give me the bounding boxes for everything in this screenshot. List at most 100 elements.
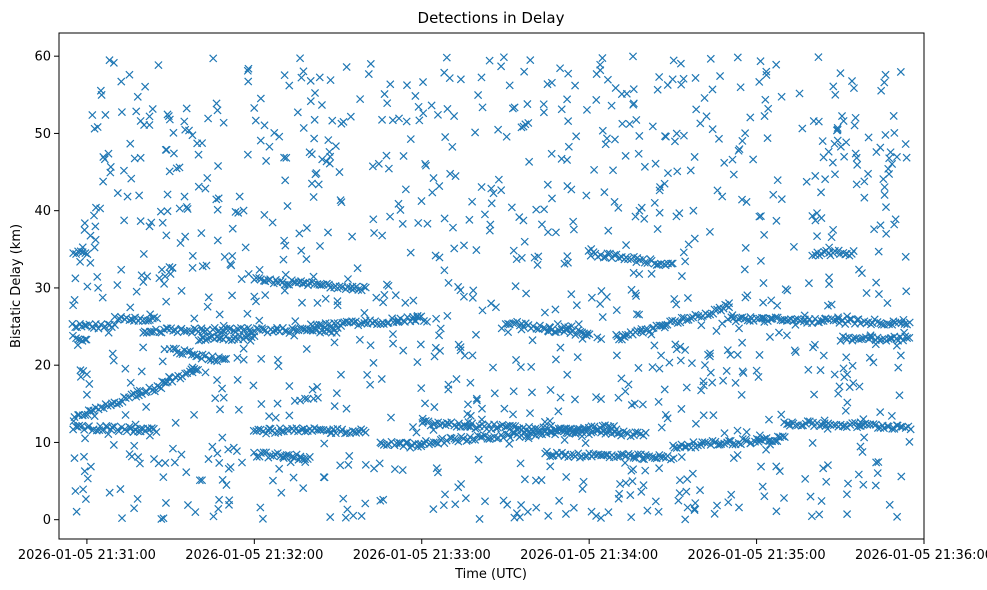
data-point: [672, 300, 681, 309]
data-point: [114, 427, 123, 436]
data-point: [177, 450, 186, 459]
data-point: [650, 198, 659, 207]
data-point: [854, 315, 863, 324]
y-tick-label: 30: [34, 281, 51, 296]
data-point: [603, 75, 612, 84]
data-point: [840, 373, 849, 382]
data-point: [417, 440, 426, 449]
data-point: [499, 496, 508, 505]
data-point: [281, 176, 290, 185]
data-point: [448, 223, 458, 232]
data-point: [864, 133, 873, 142]
data-point: [500, 404, 509, 413]
data-point: [378, 231, 387, 240]
data-point: [691, 499, 700, 508]
data-point: [359, 282, 368, 291]
data-point: [158, 357, 167, 366]
data-point: [81, 335, 90, 344]
data-point: [741, 243, 750, 252]
data-point: [873, 317, 882, 327]
data-point: [611, 83, 620, 93]
data-point: [760, 434, 769, 443]
data-point: [392, 439, 401, 448]
data-point: [778, 432, 787, 441]
data-point: [239, 206, 248, 215]
data-point: [251, 297, 261, 306]
data-point: [712, 326, 721, 335]
data-point: [592, 426, 601, 435]
data-point: [165, 115, 174, 124]
data-point: [681, 257, 690, 266]
data-point: [742, 428, 751, 437]
data-point: [614, 393, 623, 402]
data-point: [121, 393, 130, 403]
data-point: [468, 293, 477, 302]
data-point: [158, 218, 167, 227]
data-point: [672, 212, 681, 221]
data-point: [135, 191, 144, 200]
data-point: [262, 448, 271, 457]
data-point: [450, 112, 459, 121]
data-point: [827, 233, 836, 242]
x-axis: 2026-01-05 21:31:00 2026-01-05 21:32:00 20…: [18, 539, 987, 563]
data-point: [631, 212, 640, 221]
data-point: [818, 137, 827, 146]
data-point: [394, 199, 403, 208]
data-point: [650, 341, 659, 350]
data-point: [823, 301, 832, 310]
data-point: [175, 204, 184, 213]
data-point: [310, 134, 319, 143]
data-point: [336, 461, 345, 470]
data-point: [193, 351, 202, 360]
data-point: [163, 207, 172, 216]
y-tick-label: 0: [43, 513, 51, 528]
data-point: [208, 442, 217, 451]
data-point: [726, 350, 735, 359]
data-point: [663, 169, 672, 178]
data-point: [819, 351, 828, 360]
data-point: [96, 86, 105, 95]
data-point: [551, 355, 560, 364]
data-point: [696, 486, 705, 495]
data-point: [382, 441, 392, 450]
data-point: [830, 170, 840, 179]
data-point: [509, 387, 518, 396]
data-point: [615, 335, 624, 344]
data-point: [557, 105, 566, 114]
data-point: [802, 177, 811, 186]
data-point: [333, 301, 342, 310]
data-point: [741, 129, 750, 138]
data-point: [388, 330, 397, 339]
data-point: [419, 109, 428, 118]
data-point: [181, 369, 190, 378]
data-point: [90, 243, 99, 252]
data-point: [614, 203, 623, 212]
data-point: [331, 429, 340, 438]
data-point: [227, 261, 236, 270]
data-point: [759, 279, 768, 288]
y-axis-title: Bistatic Delay (km): [9, 224, 24, 348]
data-point: [265, 142, 274, 151]
data-point: [103, 401, 112, 410]
data-point: [361, 460, 370, 469]
data-point: [273, 355, 282, 364]
data-point: [435, 331, 444, 340]
data-point: [612, 351, 621, 360]
data-point: [677, 272, 686, 281]
data-point: [433, 468, 443, 477]
data-point: [815, 421, 824, 430]
data-point: [512, 255, 521, 264]
data-point: [315, 73, 324, 82]
data-point: [515, 213, 524, 222]
data-point: [351, 317, 360, 326]
data-point: [82, 335, 91, 344]
data-point: [609, 166, 618, 175]
data-point: [237, 275, 246, 284]
data-point: [525, 409, 535, 418]
data-point: [261, 291, 270, 300]
data-point: [672, 345, 681, 354]
data-point: [641, 325, 650, 334]
data-point: [240, 331, 249, 340]
data-point: [825, 273, 834, 282]
